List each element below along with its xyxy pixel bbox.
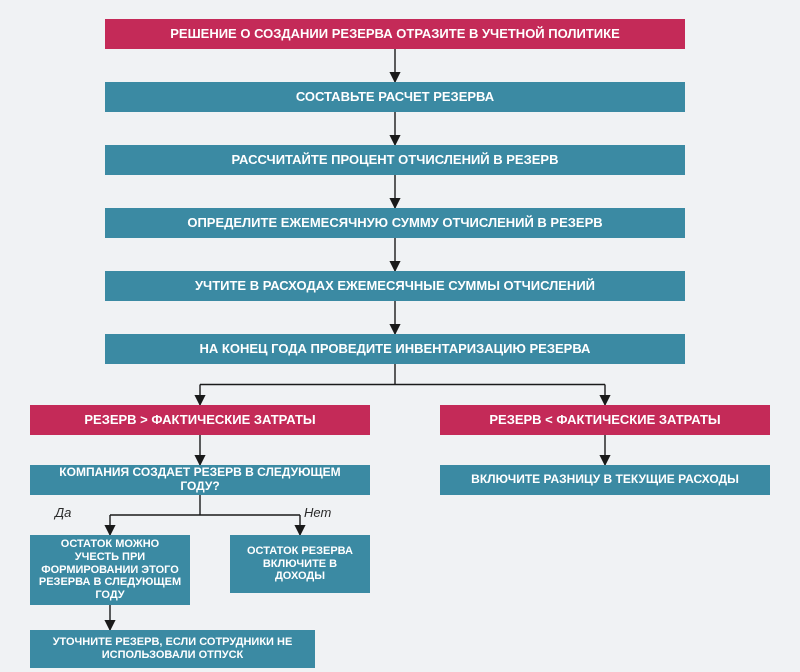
node-n4: ОПРЕДЕЛИТЕ ЕЖЕМЕСЯЧНУЮ СУММУ ОТЧИСЛЕНИЙ …	[105, 208, 685, 238]
node-label: ОПРЕДЕЛИТЕ ЕЖЕМЕСЯЧНУЮ СУММУ ОТЧИСЛЕНИЙ …	[187, 216, 602, 231]
node-n2: СОСТАВЬТЕ РАСЧЕТ РЕЗЕРВА	[105, 82, 685, 112]
node-label: НА КОНЕЦ ГОДА ПРОВЕДИТЕ ИНВЕНТАРИЗАЦИЮ Р…	[200, 342, 591, 357]
node-n13: УТОЧНИТЕ РЕЗЕРВ, ЕСЛИ СОТРУДНИКИ НЕ ИСПО…	[30, 630, 315, 668]
node-n3: РАССЧИТАЙТЕ ПРОЦЕНТ ОТЧИСЛЕНИЙ В РЕЗЕРВ	[105, 145, 685, 175]
node-n9: КОМПАНИЯ СОЗДАЕТ РЕЗЕРВ В СЛЕДУЮЩЕМ ГОДУ…	[30, 465, 370, 495]
node-label: РЕШЕНИЕ О СОЗДАНИИ РЕЗЕРВА ОТРАЗИТЕ В УЧ…	[170, 27, 620, 42]
node-label: КОМПАНИЯ СОЗДАЕТ РЕЗЕРВ В СЛЕДУЮЩЕМ ГОДУ…	[38, 466, 362, 494]
node-label: СОСТАВЬТЕ РАСЧЕТ РЕЗЕРВА	[296, 90, 494, 105]
flowchart-canvas: РЕШЕНИЕ О СОЗДАНИИ РЕЗЕРВА ОТРАЗИТЕ В УЧ…	[0, 0, 800, 672]
node-label: УТОЧНИТЕ РЕЗЕРВ, ЕСЛИ СОТРУДНИКИ НЕ ИСПО…	[38, 636, 307, 661]
node-label: РЕЗЕРВ > ФАКТИЧЕСКИЕ ЗАТРАТЫ	[84, 413, 315, 428]
node-label: ОСТАТОК МОЖНО УЧЕСТЬ ПРИ ФОРМИРОВАНИИ ЭТ…	[38, 538, 182, 601]
edge-label-no: Нет	[304, 505, 331, 520]
node-n8: РЕЗЕРВ < ФАКТИЧЕСКИЕ ЗАТРАТЫ	[440, 405, 770, 435]
node-n10: ВКЛЮЧИТЕ РАЗНИЦУ В ТЕКУЩИЕ РАСХОДЫ	[440, 465, 770, 495]
node-label: УЧТИТЕ В РАСХОДАХ ЕЖЕМЕСЯЧНЫЕ СУММЫ ОТЧИ…	[195, 279, 595, 294]
node-label: РАССЧИТАЙТЕ ПРОЦЕНТ ОТЧИСЛЕНИЙ В РЕЗЕРВ	[232, 153, 559, 168]
edge-label-text: Нет	[304, 505, 331, 520]
edge-label-yes: Да	[55, 505, 71, 520]
node-label: ОСТАТОК РЕЗЕРВА ВКЛЮЧИТЕ В ДОХОДЫ	[238, 545, 362, 583]
edge-label-text: Да	[55, 505, 71, 520]
node-n7: РЕЗЕРВ > ФАКТИЧЕСКИЕ ЗАТРАТЫ	[30, 405, 370, 435]
node-n11: ОСТАТОК МОЖНО УЧЕСТЬ ПРИ ФОРМИРОВАНИИ ЭТ…	[30, 535, 190, 605]
node-n12: ОСТАТОК РЕЗЕРВА ВКЛЮЧИТЕ В ДОХОДЫ	[230, 535, 370, 593]
node-label: ВКЛЮЧИТЕ РАЗНИЦУ В ТЕКУЩИЕ РАСХОДЫ	[471, 473, 739, 487]
node-n1: РЕШЕНИЕ О СОЗДАНИИ РЕЗЕРВА ОТРАЗИТЕ В УЧ…	[105, 19, 685, 49]
node-n6: НА КОНЕЦ ГОДА ПРОВЕДИТЕ ИНВЕНТАРИЗАЦИЮ Р…	[105, 334, 685, 364]
node-n5: УЧТИТЕ В РАСХОДАХ ЕЖЕМЕСЯЧНЫЕ СУММЫ ОТЧИ…	[105, 271, 685, 301]
node-label: РЕЗЕРВ < ФАКТИЧЕСКИЕ ЗАТРАТЫ	[489, 413, 720, 428]
